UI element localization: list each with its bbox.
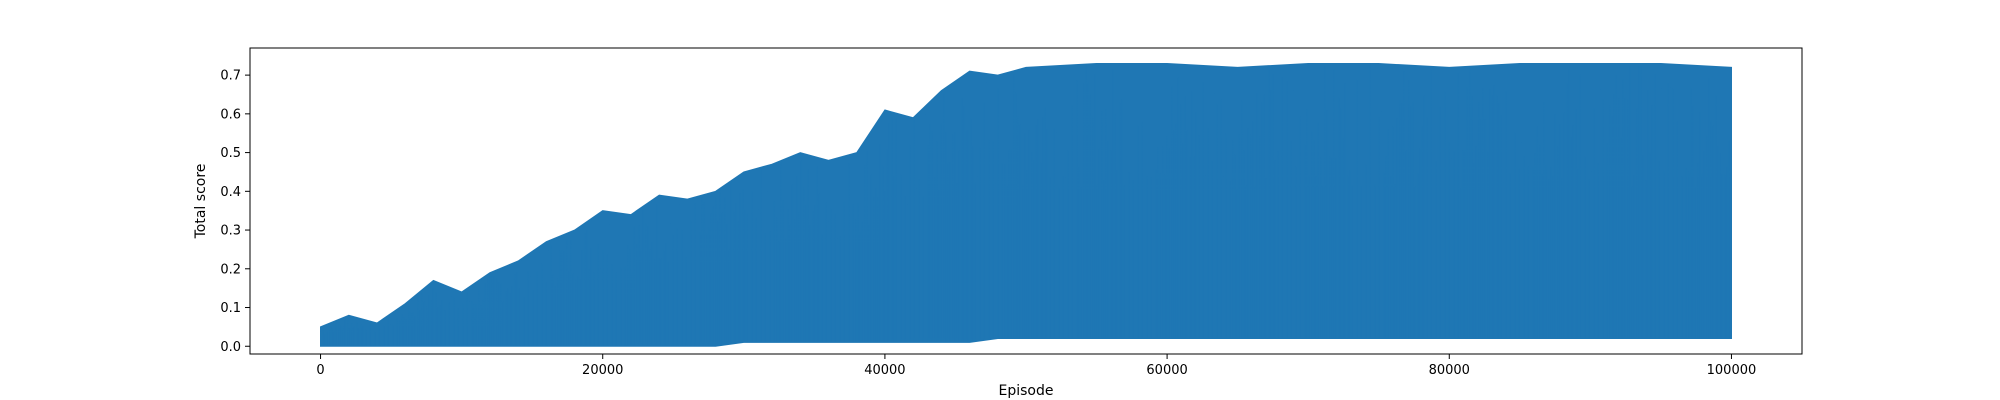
y-tick-label: 0.2	[220, 262, 241, 277]
x-tick-label: 80000	[1429, 363, 1470, 378]
y-tick-label: 0.6	[220, 107, 241, 122]
x-tick-label: 0	[316, 363, 324, 378]
y-tick-label: 0.0	[220, 340, 241, 355]
y-tick-label: 0.1	[220, 301, 241, 316]
plot-frame	[249, 47, 1803, 355]
y-tick-label: 0.3	[220, 224, 241, 239]
y-tick-label: 0.4	[220, 185, 241, 200]
x-axis-label: Episode	[999, 383, 1054, 399]
score-trace	[320, 63, 1732, 347]
y-axis: 0.0 0.1 0.2 0.3 0.4 0.5 0.6 0.7	[220, 69, 250, 355]
y-tick-label: 0.5	[220, 146, 241, 161]
y-tick-label: 0.7	[220, 69, 241, 84]
x-tick-label: 40000	[864, 363, 905, 378]
score-envelope	[320, 63, 1732, 347]
y-axis-label: Total score	[193, 164, 209, 240]
series-score	[320, 63, 1732, 347]
x-axis: 0 20000 40000 60000 80000 100000	[316, 354, 1756, 378]
x-tick-label: 60000	[1146, 363, 1187, 378]
x-tick-label: 100000	[1707, 363, 1757, 378]
x-tick-label: 20000	[582, 363, 623, 378]
